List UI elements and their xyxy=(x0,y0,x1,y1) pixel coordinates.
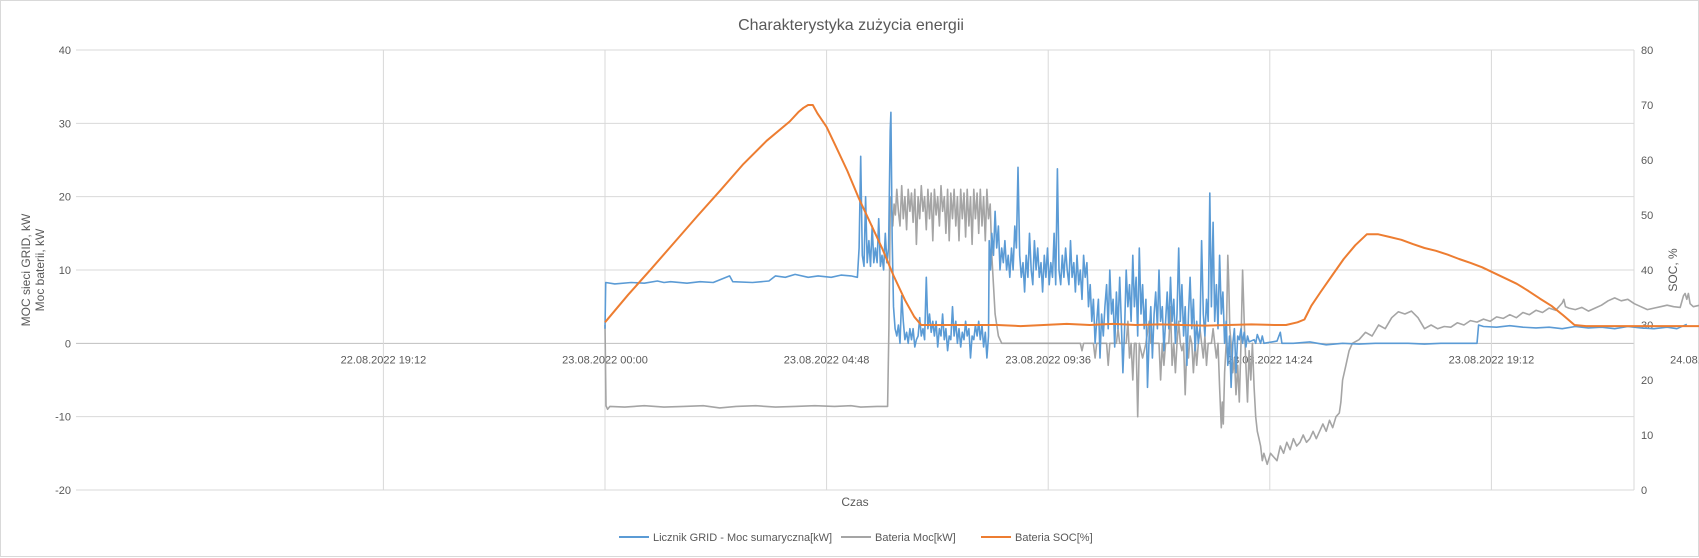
y2-tick-label: 60 xyxy=(1641,155,1653,167)
y2-tick-label: 40 xyxy=(1641,265,1653,277)
y2-tick-label: 0 xyxy=(1641,485,1647,497)
y-tick-label: -20 xyxy=(55,485,71,497)
legend-label: Bateria Moc[kW] xyxy=(875,532,956,544)
y2-tick-label: 50 xyxy=(1641,210,1653,222)
y-axis-title-line: Moc baterii, kW xyxy=(33,228,47,311)
y2-tick-label: 20 xyxy=(1641,375,1653,387)
x-axis: 22.08.2022 19:12 23.08.2022 00:00 23.08.20… xyxy=(341,354,1699,366)
x-tick-label: 23.08.2022 04:48 xyxy=(784,354,870,366)
gridlines xyxy=(76,49,1635,491)
x-tick-label: 22.08.2022 19:12 xyxy=(341,354,427,366)
y2-axis-title: SOC, % xyxy=(1666,248,1680,292)
series-layer xyxy=(604,104,1699,466)
series-bateria-moc-kw xyxy=(604,184,1699,466)
y-tick-label: -10 xyxy=(55,412,71,424)
y2-tick-label: 70 xyxy=(1641,100,1653,112)
legend-label: Licznik GRID - Moc sumaryczna[kW] xyxy=(653,532,832,544)
y-axis-left: -20 -10 0 10 20 30 40 xyxy=(55,45,71,497)
chart-title: Charakterystyka zużycia energii xyxy=(738,17,964,34)
y-tick-label: 40 xyxy=(59,45,71,57)
legend: Licznik GRID - Moc sumaryczna[kW] Bateria… xyxy=(619,532,1093,544)
y-axis-title: MOC sieci GRID, kW Moc baterii, kW xyxy=(19,213,47,326)
y-tick-label: 0 xyxy=(65,338,71,350)
y2-tick-label: 80 xyxy=(1641,45,1653,57)
series-bateria-soc xyxy=(604,104,1699,328)
x-tick-label: 24.08.2022 00:00 xyxy=(1670,354,1699,366)
y-tick-label: 20 xyxy=(59,192,71,204)
y-axis-title-line: MOC sieci GRID, kW xyxy=(19,213,33,326)
y-tick-label: 30 xyxy=(59,118,71,130)
legend-label: Bateria SOC[%] xyxy=(1015,532,1093,544)
y2-tick-label: 10 xyxy=(1641,430,1653,442)
x-tick-label: 23.08.2022 19:12 xyxy=(1449,354,1535,366)
x-tick-label: 23.08.2022 09:36 xyxy=(1005,354,1091,366)
series-licznik-grid-moc-sumaryczna-kw xyxy=(604,111,1688,389)
y-tick-label: 10 xyxy=(59,265,71,277)
x-axis-title: Czas xyxy=(841,495,868,509)
